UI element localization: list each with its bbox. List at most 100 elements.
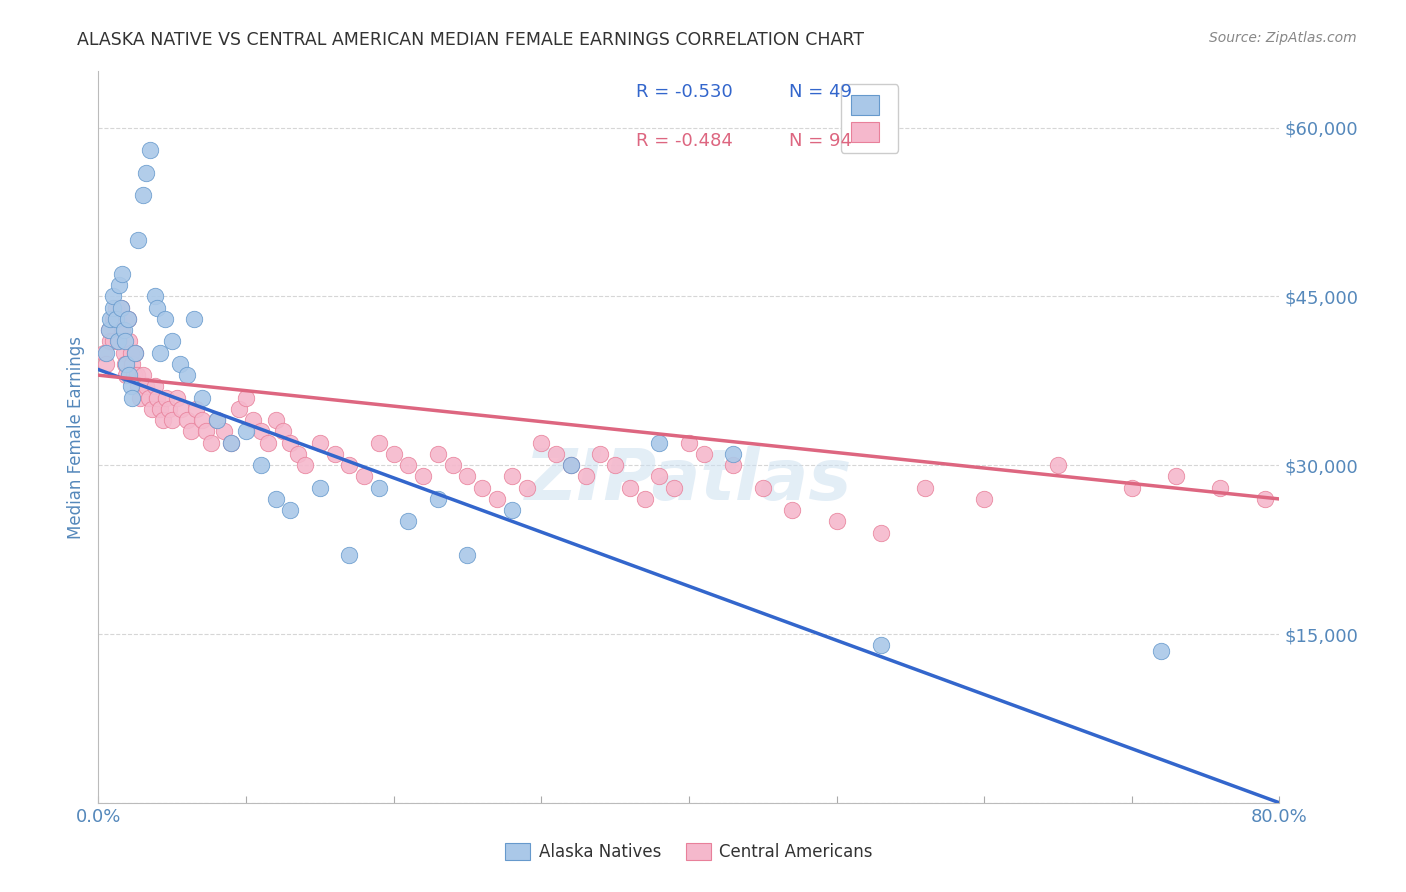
- Point: [120, 379, 142, 393]
- Point: [870, 638, 893, 652]
- Point: [575, 469, 598, 483]
- Point: [782, 503, 804, 517]
- Point: [98, 312, 121, 326]
- Point: [257, 435, 280, 450]
- Point: [98, 334, 121, 349]
- Point: [457, 469, 479, 483]
- Point: [114, 357, 136, 371]
- Point: [121, 391, 143, 405]
- Point: [107, 312, 129, 326]
- Point: [103, 289, 125, 303]
- Text: R = -0.530: R = -0.530: [636, 83, 733, 101]
- Point: [648, 435, 671, 450]
- Point: [398, 458, 420, 473]
- Point: [149, 401, 172, 416]
- Point: [149, 345, 172, 359]
- Point: [1209, 481, 1232, 495]
- Point: [169, 357, 191, 371]
- Point: [108, 334, 131, 349]
- Point: [287, 447, 309, 461]
- Point: [914, 481, 936, 495]
- Point: [157, 401, 180, 416]
- Text: R = -0.484: R = -0.484: [636, 132, 733, 150]
- Point: [120, 345, 142, 359]
- Point: [97, 323, 120, 337]
- Point: [117, 312, 139, 326]
- Point: [155, 391, 177, 405]
- Point: [664, 481, 686, 495]
- Point: [115, 357, 138, 371]
- Point: [112, 345, 135, 359]
- Point: [122, 368, 145, 383]
- Point: [221, 435, 243, 450]
- Legend: , : ,: [841, 84, 898, 153]
- Point: [191, 391, 214, 405]
- Point: [132, 368, 155, 383]
- Point: [427, 491, 450, 506]
- Point: [309, 435, 332, 450]
- Point: [105, 312, 128, 326]
- Point: [191, 413, 214, 427]
- Point: [323, 447, 346, 461]
- Point: [1166, 469, 1188, 483]
- Point: [973, 491, 995, 506]
- Point: [110, 301, 132, 315]
- Point: [162, 334, 183, 349]
- Point: [110, 301, 132, 315]
- Point: [115, 368, 138, 383]
- Point: [235, 391, 257, 405]
- Point: [139, 143, 162, 157]
- Point: [205, 413, 228, 427]
- Point: [124, 345, 146, 359]
- Point: [678, 435, 700, 450]
- Point: [94, 345, 117, 359]
- Point: [118, 334, 141, 349]
- Point: [205, 413, 228, 427]
- Text: ZIPatlas: ZIPatlas: [526, 447, 852, 516]
- Point: [143, 379, 166, 393]
- Point: [368, 435, 391, 450]
- Point: [825, 515, 848, 529]
- Point: [111, 323, 134, 337]
- Point: [339, 548, 361, 562]
- Point: [146, 301, 169, 315]
- Point: [97, 323, 120, 337]
- Point: [146, 391, 169, 405]
- Point: [143, 289, 166, 303]
- Text: ALASKA NATIVE VS CENTRAL AMERICAN MEDIAN FEMALE EARNINGS CORRELATION CHART: ALASKA NATIVE VS CENTRAL AMERICAN MEDIAN…: [77, 31, 865, 49]
- Text: Source: ZipAtlas.com: Source: ZipAtlas.com: [1209, 31, 1357, 45]
- Point: [516, 481, 538, 495]
- Point: [1254, 491, 1277, 506]
- Point: [127, 379, 149, 393]
- Point: [1150, 644, 1173, 658]
- Point: [471, 481, 494, 495]
- Point: [176, 368, 198, 383]
- Point: [183, 312, 205, 326]
- Point: [560, 458, 582, 473]
- Point: [619, 481, 641, 495]
- Point: [264, 413, 287, 427]
- Point: [212, 425, 235, 439]
- Point: [589, 447, 612, 461]
- Point: [111, 267, 134, 281]
- Point: [457, 548, 479, 562]
- Y-axis label: Median Female Earnings: Median Female Earnings: [66, 335, 84, 539]
- Point: [180, 425, 202, 439]
- Point: [200, 435, 222, 450]
- Text: N = 94: N = 94: [789, 132, 852, 150]
- Point: [648, 469, 671, 483]
- Point: [560, 458, 582, 473]
- Point: [294, 458, 316, 473]
- Point: [235, 425, 257, 439]
- Point: [1046, 458, 1070, 473]
- Point: [1121, 481, 1143, 495]
- Point: [124, 345, 146, 359]
- Point: [103, 334, 125, 349]
- Point: [117, 312, 139, 326]
- Point: [546, 447, 568, 461]
- Point: [752, 481, 775, 495]
- Point: [228, 401, 250, 416]
- Point: [723, 447, 745, 461]
- Point: [605, 458, 627, 473]
- Point: [693, 447, 716, 461]
